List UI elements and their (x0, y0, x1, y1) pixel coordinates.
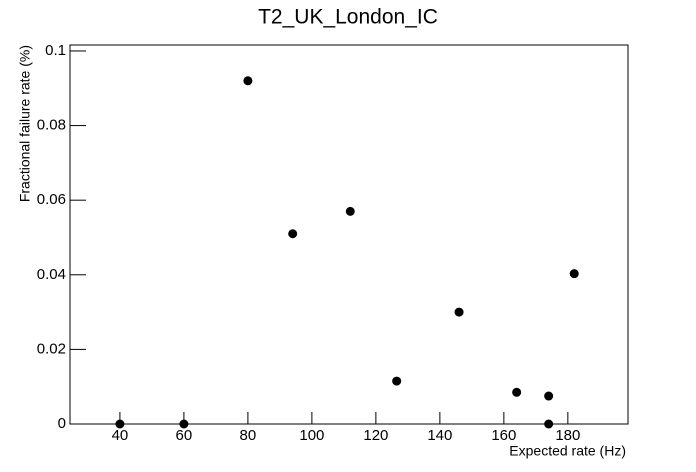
y-tick-label: 0 (58, 415, 66, 432)
chart-title: T2_UK_London_IC (258, 6, 438, 29)
point (179, 419, 189, 429)
x-axis-title: Expected rate (Hz) (509, 443, 626, 459)
point (544, 419, 554, 429)
x-tick-label: 100 (299, 427, 324, 444)
y-tick-label: 0.1 (45, 42, 66, 59)
y-axis-title: Fractional failure rate (%) (17, 45, 33, 202)
y-tick-label: 0.02 (37, 340, 66, 357)
y-tick-label: 0.04 (37, 266, 66, 283)
x-tick-label: 40 (112, 427, 129, 444)
x-tick-label: 80 (240, 427, 257, 444)
point (544, 391, 554, 401)
plot-frame (69, 44, 629, 425)
point (569, 269, 579, 279)
point (512, 387, 522, 397)
point (392, 376, 402, 386)
x-tick-label: 140 (427, 427, 452, 444)
y-tick-label: 0.08 (37, 117, 66, 134)
point (243, 76, 253, 86)
x-tick-label: 60 (176, 427, 193, 444)
y-tick-label: 0.06 (37, 191, 66, 208)
point (288, 229, 298, 239)
x-tick-label: 160 (491, 427, 516, 444)
x-tick-label: 180 (555, 427, 580, 444)
point (454, 307, 464, 317)
point (115, 419, 125, 429)
point (345, 206, 355, 216)
x-tick-label: 120 (363, 427, 388, 444)
